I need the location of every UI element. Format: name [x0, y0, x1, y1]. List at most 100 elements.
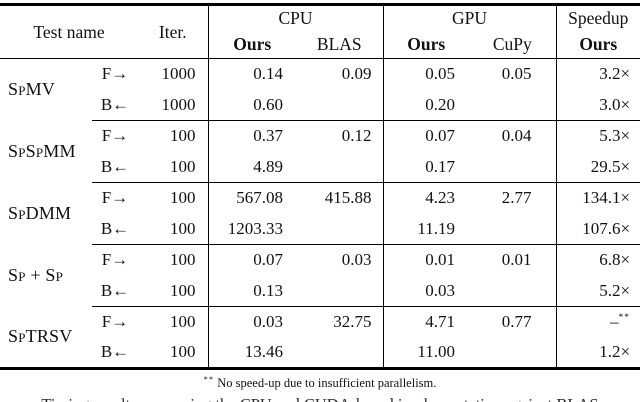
table-body: SpMV F→ 1000 0.14 0.09 0.05 0.05 3.2× B← 1000 0.60…	[0, 58, 640, 369]
cell-cpu-ours: 0.03	[207, 306, 296, 338]
cell-iter: 100	[170, 188, 196, 208]
table-row: SpDMM F→ 100 567.08 415.88 4.23 2.77 134.1×	[0, 182, 640, 223]
cell-iter: 100	[138, 151, 208, 183]
cell-gpu-cupy: 0.05	[501, 64, 532, 84]
cell-gpu-ours: 0.17	[382, 151, 470, 183]
cell-gpu-ours: 0.07	[382, 120, 470, 152]
cell-iter: 1000	[138, 89, 208, 121]
cell-cpu-ours: 4.89	[207, 151, 296, 183]
cell-cpu-ours: 0.37	[207, 120, 296, 152]
cell-gpu-cupy: 2.77	[501, 188, 532, 208]
cell-cpu-ours: 0.07	[207, 244, 296, 276]
cell-gpu-cupy	[469, 151, 557, 183]
cell-speedup: 5.2×	[555, 275, 640, 307]
direction-cell: B←	[92, 151, 138, 183]
cell-speedup: 3.0×	[555, 89, 640, 121]
test-name-cell: SpDMM	[8, 203, 72, 223]
cell-cpu-ours: 567.08	[207, 182, 296, 214]
direction-cell: B←	[92, 275, 138, 307]
cell-iter: 100	[170, 126, 196, 146]
header-speedup-ours: Ours	[555, 31, 640, 59]
header-cpu-blas: BLAS	[316, 34, 362, 55]
cell-gpu-cupy	[469, 275, 557, 307]
cell-cpu-ours: 1203.33	[207, 213, 296, 245]
direction-cell: F→	[101, 250, 129, 270]
cell-cpu-blas: 0.03	[341, 250, 372, 270]
table-row: B← 100 1203.33 11.19 107.6×	[0, 213, 640, 245]
cell-speedup: 107.6×	[555, 213, 640, 245]
direction-cell: F→	[101, 312, 129, 332]
cell-gpu-ours: 11.00	[382, 337, 470, 369]
cell-gpu-cupy: 0.77	[501, 312, 532, 332]
cell-cpu-blas	[296, 89, 384, 121]
cell-gpu-cupy: 0.01	[501, 250, 532, 270]
cell-iter: 100	[170, 312, 196, 332]
header-gpu-cupy: CuPy	[492, 34, 532, 55]
table-row: SpSpMM F→ 100 0.37 0.12 0.07 0.04 5.3×	[0, 120, 640, 161]
direction-cell: F→	[101, 126, 129, 146]
direction-cell: B←	[100, 342, 130, 362]
cell-speedup: 3.2×	[555, 58, 640, 90]
table-row: B← 100 13.46 11.00 1.2×	[0, 337, 640, 369]
cell-speedup: 134.1×	[555, 182, 640, 214]
cell-gpu-ours: 0.03	[382, 275, 470, 307]
cell-speedup: 5.3×	[555, 120, 640, 152]
header-group-cpu: CPU	[207, 4, 384, 32]
paper-page: Test name Iter. CPU GPU Speedup Ours BLA…	[0, 3, 640, 402]
table-footnote: ** No speed-up due to insufficient paral…	[0, 374, 640, 391]
footnote-marker: **	[203, 374, 215, 384]
cell-speedup: 1.2×	[555, 337, 640, 369]
table-row: SpMV F→ 1000 0.14 0.09 0.05 0.05 3.2×	[0, 58, 640, 99]
cell-gpu-ours: 4.23	[382, 182, 470, 214]
cell-cpu-blas	[296, 338, 383, 369]
cell-cpu-ours: 0.14	[207, 58, 296, 90]
test-name-cell: SpSpMM	[8, 141, 76, 161]
cell-iter: 1000	[161, 64, 196, 84]
cell-speedup: 29.5×	[555, 151, 640, 183]
benchmark-table: Test name Iter. CPU GPU Speedup Ours BLA…	[0, 3, 640, 370]
speedup-footnote-marker: **	[618, 313, 631, 324]
header-group-gpu: GPU	[382, 4, 557, 32]
cell-gpu-cupy: 0.04	[501, 126, 532, 146]
header-cpu-ours: Ours	[207, 31, 296, 59]
direction-cell: F→	[101, 188, 129, 208]
cell-cpu-blas	[296, 275, 384, 307]
test-name-cell: SpMV	[8, 79, 56, 100]
cell-cpu-ours: 0.13	[207, 275, 296, 307]
footnote-text: No speed-up due to insufficient parallel…	[217, 376, 437, 390]
table-header: Test name Iter. CPU GPU Speedup Ours BLA…	[0, 4, 640, 59]
cell-iter: 100	[138, 275, 208, 307]
cell-cpu-blas	[296, 151, 384, 183]
cell-speedup: 6.8×	[555, 244, 640, 276]
table-caption-clipped: Timing results comparing the CPU and CUD…	[0, 395, 640, 402]
table-row: B← 100 0.13 0.03 5.2×	[0, 275, 640, 307]
direction-cell: B←	[92, 213, 138, 245]
cell-cpu-blas: 32.75	[333, 312, 372, 332]
cell-gpu-cupy	[469, 213, 557, 245]
test-name-cell: SpTRSV	[8, 326, 73, 347]
table-row: B← 100 4.89 0.17 29.5×	[0, 151, 640, 183]
header-iter: Iter.	[158, 21, 187, 42]
cell-gpu-ours: 11.19	[382, 213, 470, 245]
cell-gpu-ours: 0.05	[382, 58, 470, 90]
cell-iter: 100	[170, 342, 196, 362]
header-test-name: Test name	[33, 21, 105, 42]
header-group-speedup: Speedup	[555, 4, 640, 32]
cell-iter: 100	[138, 213, 208, 245]
table-row: SpTRSV F→ 100 0.03 32.75 4.71 0.77 –**	[0, 306, 640, 346]
cell-cpu-blas: 0.12	[341, 126, 372, 146]
test-name-cell: Sp + Sp	[8, 265, 64, 285]
cell-cpu-ours: 13.46	[207, 337, 296, 369]
cell-cpu-blas: 415.88	[324, 188, 372, 208]
header-gpu-ours: Ours	[382, 31, 470, 59]
table-row: B← 1000 0.60 0.20 3.0×	[0, 89, 640, 121]
cell-gpu-cupy	[469, 89, 557, 121]
cell-gpu-ours: 4.71	[382, 306, 470, 338]
direction-cell: B←	[92, 89, 138, 121]
cell-gpu-ours: 0.20	[382, 89, 470, 121]
cell-gpu-ours: 0.01	[382, 244, 470, 276]
cell-iter: 100	[170, 250, 196, 270]
cell-gpu-cupy	[469, 338, 556, 369]
cell-cpu-ours: 0.60	[207, 89, 296, 121]
cell-cpu-blas: 0.09	[341, 64, 372, 84]
